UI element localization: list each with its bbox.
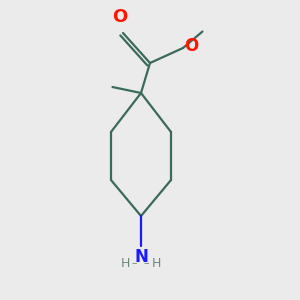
Text: –: – [132,258,137,268]
Text: O: O [112,8,128,26]
Text: N: N [134,248,148,266]
Text: O: O [184,37,199,55]
Text: –: – [144,258,149,268]
Text: H: H [152,257,161,270]
Text: H: H [121,257,130,270]
